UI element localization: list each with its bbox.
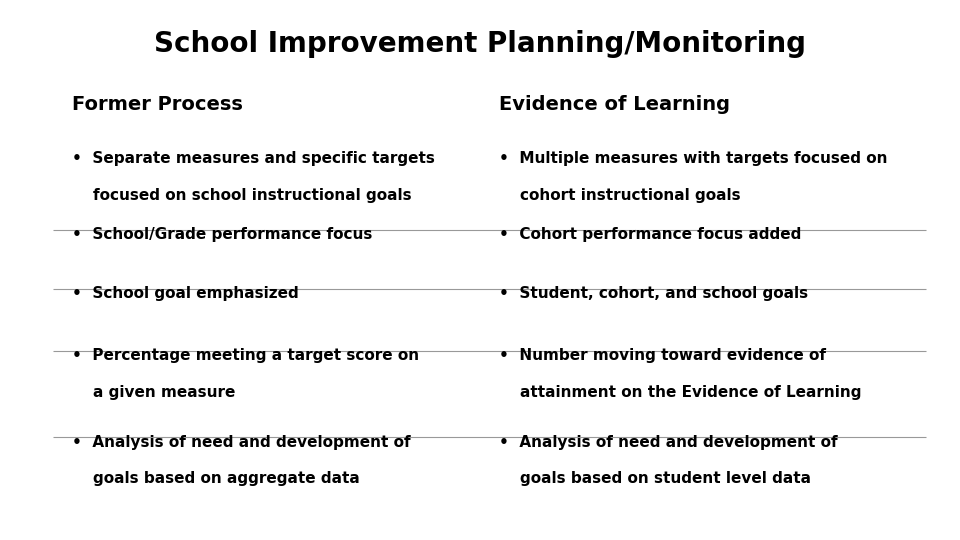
Text: •  Analysis of need and development of: • Analysis of need and development of — [499, 435, 838, 450]
Text: •  Percentage meeting a target score on: • Percentage meeting a target score on — [72, 348, 420, 363]
Text: goals based on aggregate data: goals based on aggregate data — [93, 471, 360, 487]
Text: •  Multiple measures with targets focused on: • Multiple measures with targets focused… — [499, 151, 888, 166]
Text: •  Cohort performance focus added: • Cohort performance focus added — [499, 227, 802, 242]
Text: focused on school instructional goals: focused on school instructional goals — [93, 188, 412, 203]
Text: •  Student, cohort, and school goals: • Student, cohort, and school goals — [499, 286, 808, 301]
Text: School Improvement Planning/Monitoring: School Improvement Planning/Monitoring — [154, 30, 806, 58]
Text: •  School goal emphasized: • School goal emphasized — [72, 286, 299, 301]
Text: •  Separate measures and specific targets: • Separate measures and specific targets — [72, 151, 435, 166]
Text: cohort instructional goals: cohort instructional goals — [520, 188, 741, 203]
Text: •  Number moving toward evidence of: • Number moving toward evidence of — [499, 348, 827, 363]
Text: goals based on student level data: goals based on student level data — [520, 471, 811, 487]
Text: •  School/Grade performance focus: • School/Grade performance focus — [72, 227, 372, 242]
Text: Former Process: Former Process — [72, 94, 243, 113]
Text: •  Analysis of need and development of: • Analysis of need and development of — [72, 435, 411, 450]
Text: a given measure: a given measure — [93, 385, 235, 400]
Text: Evidence of Learning: Evidence of Learning — [499, 94, 731, 113]
Text: attainment on the Evidence of Learning: attainment on the Evidence of Learning — [520, 385, 862, 400]
